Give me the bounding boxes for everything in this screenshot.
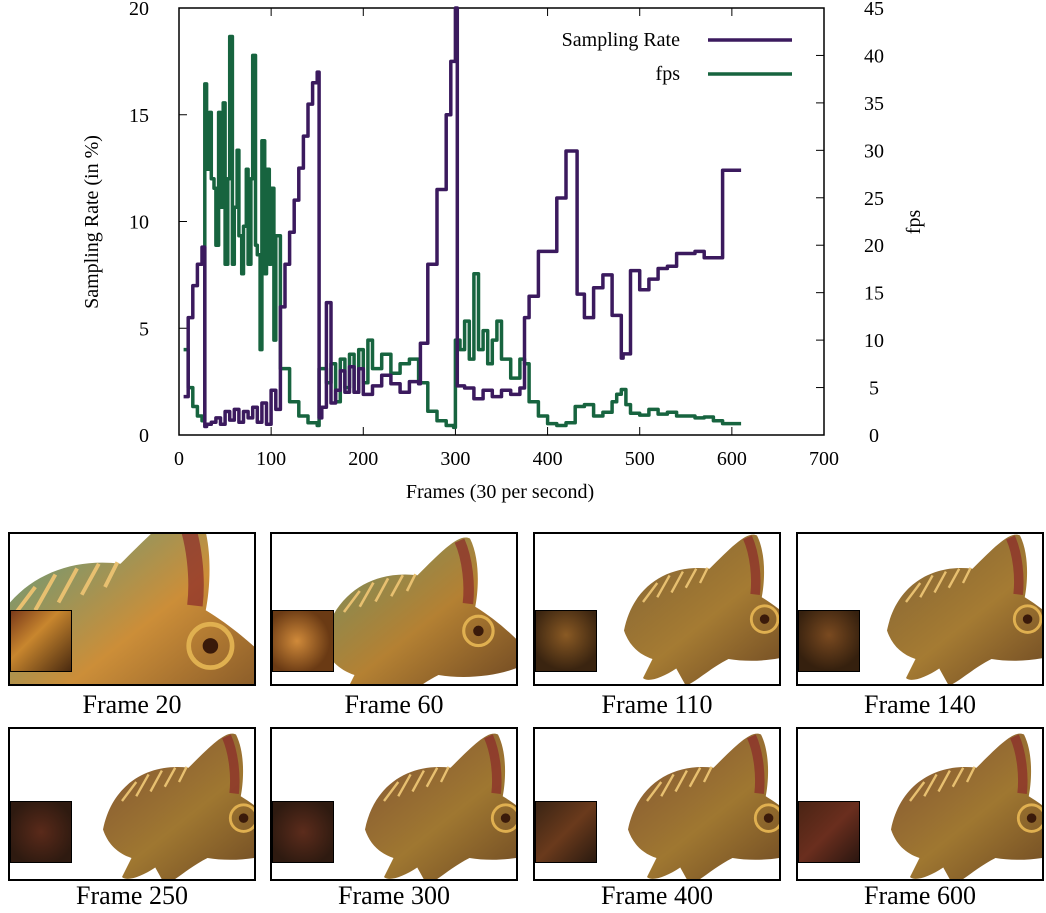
plot-frame [178,7,825,436]
frame-caption: Frame 600 [864,881,976,910]
y2-tick-label: 40 [864,45,884,67]
x-axis-label: Frames (30 per second) [406,481,594,503]
legend-label: fps [656,63,681,85]
frame-caption: Frame 250 [76,881,188,910]
y-tick-label: 5 [139,318,149,340]
frame-tile: Frame 60 [270,532,518,719]
frame-render [533,532,781,686]
frame-tile: Frame 110 [533,532,781,719]
x-tick-label: 0 [174,448,184,470]
y2-tick-label: 25 [864,188,884,210]
chameleon-render [868,534,1042,684]
frame-tile: Frame 300 [270,727,518,910]
frame-caption: Frame 400 [601,881,713,910]
y-axis-left: 0 5 10 15 20 [129,0,187,447]
y-tick-label: 10 [129,212,149,234]
y-axis-label: Sampling Rate (in %) [81,135,103,309]
frame-caption: Frame 140 [864,690,976,719]
chameleon-render [605,534,779,684]
zoom-inset [10,801,72,863]
y2-tick-label: 30 [864,140,884,162]
chameleon-render [346,729,516,879]
x-tick-label: 700 [809,448,839,470]
x-tick-label: 400 [533,448,563,470]
frame-tile: Frame 600 [796,727,1044,910]
frame-render [8,532,256,686]
frame-caption: Frame 110 [601,690,713,719]
zoom-inset [272,610,334,672]
y2-tick-label: 0 [869,425,879,447]
plot-border [178,7,825,436]
x-tick-label: 300 [440,448,470,470]
series-lines [183,6,742,430]
x-axis: 0 100 200 300 400 500 600 700 [174,8,839,470]
frame-tile: Frame 140 [796,532,1044,719]
x-tick-label: 500 [625,448,655,470]
zoom-inset [798,801,860,863]
y2-axis-label: fps [903,210,925,235]
y-axis-right: 0 5 10 15 20 25 30 35 40 45 [816,0,884,447]
frame-tile: Frame 400 [533,727,781,910]
y2-tick-label: 15 [864,283,884,305]
chameleon-render [872,729,1042,879]
zoom-inset [798,610,860,672]
legend-label: Sampling Rate [562,29,680,51]
chart: 0 100 200 300 400 500 600 700 0 5 10 15 20 0 5 10 15 20… [81,0,925,503]
x-tick-label: 100 [256,448,286,470]
frame-render [270,532,518,686]
zoom-inset [10,610,72,672]
zoom-inset [272,801,334,863]
y2-tick-label: 45 [864,0,884,20]
legend: Sampling Rate fps [562,29,792,85]
frame-tile: Frame 20 [8,532,256,719]
sampling-rate-line [183,6,742,429]
zoom-inset [535,801,597,863]
frame-caption: Frame 60 [344,690,444,719]
frame-render [270,727,518,881]
zoom-inset [535,610,597,672]
y-tick-label: 0 [139,425,149,447]
chameleon-render [609,729,779,879]
chameleon-render [84,729,254,879]
x-tick-label: 600 [717,448,747,470]
y-tick-label: 15 [129,105,149,127]
chameleon-render [302,534,516,684]
fps-line [183,34,742,430]
y2-tick-label: 5 [869,378,879,400]
frame-render [533,727,781,881]
frame-caption: Frame 20 [82,690,182,719]
frame-tile: Frame 250 [8,727,256,910]
x-tick-label: 200 [348,448,378,470]
frame-render [8,727,256,881]
y2-tick-label: 10 [864,330,884,352]
y-tick-label: 20 [129,0,149,20]
y2-tick-label: 35 [864,93,884,115]
frame-render [796,727,1044,881]
frame-render [796,532,1044,686]
frame-caption: Frame 300 [338,881,450,910]
y2-tick-label: 20 [864,235,884,257]
